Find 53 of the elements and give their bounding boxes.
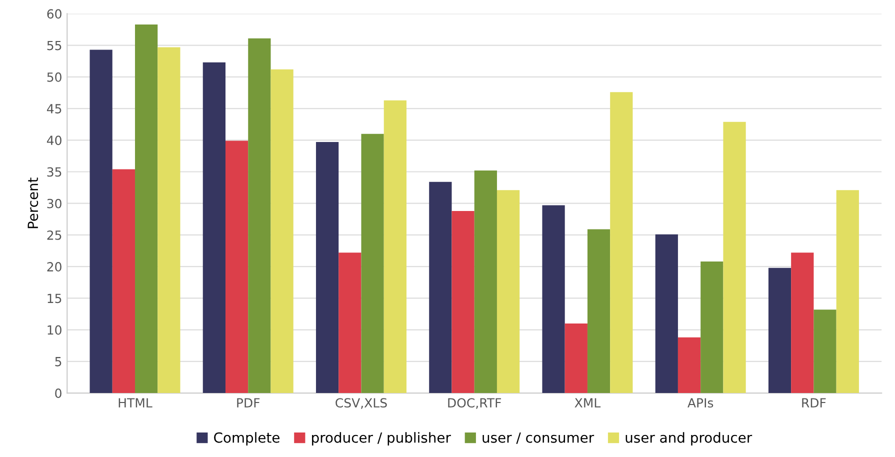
bar (452, 210, 474, 394)
legend-label: producer / publisher (312, 432, 451, 446)
bar (225, 140, 248, 394)
y-tick-label: 45 (46, 104, 62, 114)
bar (587, 229, 610, 394)
bar (270, 69, 294, 394)
bar (655, 234, 678, 394)
y-tick-label: 35 (47, 167, 62, 177)
x-tick-label: HTML (118, 398, 152, 408)
y-tick-label: 50 (47, 72, 62, 82)
legend-label: user / consumer (482, 432, 594, 444)
bar (90, 50, 112, 394)
bar (158, 47, 180, 394)
bar (134, 24, 158, 394)
y-tick-label: 15 (48, 294, 62, 304)
y-tick-label: 60 (47, 9, 62, 19)
bar (678, 337, 701, 394)
bar (814, 310, 836, 394)
bar (202, 62, 226, 394)
bar (610, 92, 633, 394)
y-axis-title: Percent (28, 178, 38, 228)
y-tick-label: 40 (46, 136, 62, 146)
bar (248, 38, 271, 394)
x-tick-label: DOC,RTF (448, 398, 502, 409)
y-tick-label: 25 (47, 230, 62, 240)
x-tick-label: CSV,XLS (336, 398, 387, 409)
y-tick-label: 0 (55, 388, 62, 398)
y-tick-label: 30 (47, 198, 62, 208)
y-tick-label: 55 (47, 40, 62, 50)
bar (496, 190, 520, 394)
legend-label: Complete (214, 432, 280, 446)
bar (723, 122, 746, 394)
x-tick-label: RDF (802, 398, 826, 408)
bar (361, 134, 384, 394)
y-tick-label: 20 (47, 262, 62, 272)
bar (384, 100, 406, 394)
bar (836, 190, 859, 394)
legend-label: user and producer (626, 432, 752, 446)
bar (700, 262, 724, 394)
bar (474, 170, 497, 394)
bar (542, 205, 565, 394)
bar (112, 169, 135, 394)
x-tick-label: APIs (688, 398, 714, 408)
bar (429, 182, 452, 394)
bar (564, 323, 588, 394)
x-tick-label: XML (574, 398, 601, 408)
bar (791, 252, 814, 394)
bar (338, 252, 362, 394)
bar (316, 142, 339, 394)
bar (768, 268, 792, 394)
y-tick-label: 5 (55, 357, 62, 366)
x-tick-label: PDF (237, 398, 260, 408)
y-tick-label: 10 (48, 325, 62, 335)
